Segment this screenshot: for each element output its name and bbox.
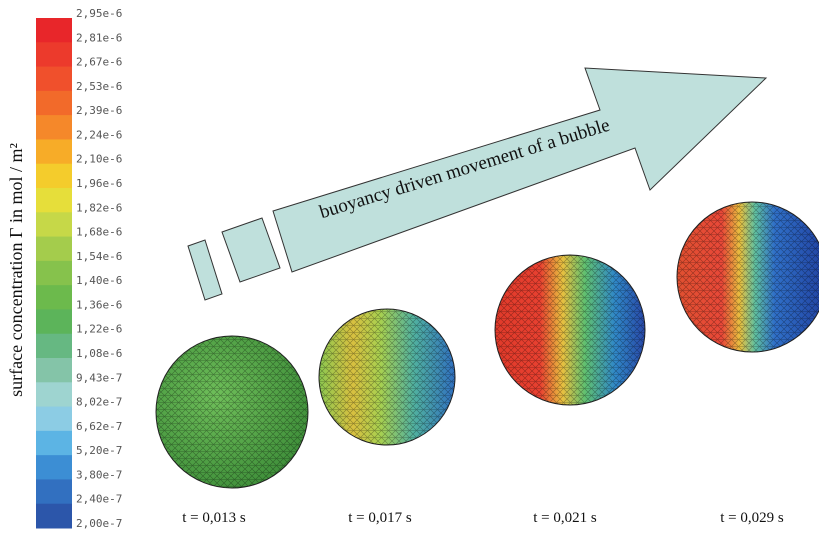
- colorbar-band: [36, 479, 72, 504]
- colorbar-label: 5,20e-7: [76, 444, 122, 457]
- colorbar-label: 1,36e-6: [76, 298, 122, 311]
- colorbar-band: [36, 67, 72, 92]
- colorbar-band: [36, 334, 72, 359]
- colorbar-band: [36, 237, 72, 262]
- colorbar-label: 2,95e-6: [76, 7, 122, 20]
- colorbar-label: 2,81e-6: [76, 31, 122, 44]
- arrow-tail: [222, 218, 280, 282]
- colorbar-label: 2,53e-6: [76, 80, 122, 93]
- time-label: t = 0,013 s: [182, 510, 246, 526]
- bubble: [319, 309, 455, 445]
- time-label: t = 0,017 s: [348, 510, 412, 526]
- colorbar-label: 2,40e-7: [76, 493, 122, 506]
- colorbar-label: 1,96e-6: [76, 177, 122, 190]
- colorbar-band: [36, 139, 72, 164]
- colorbar-band: [36, 212, 72, 237]
- colorbar-band: [36, 285, 72, 310]
- colorbar-label: 2,67e-6: [76, 56, 122, 69]
- colorbar-label: 1,82e-6: [76, 201, 122, 214]
- colorbar-band: [36, 455, 72, 480]
- colorbar-label: 2,00e-7: [76, 517, 122, 530]
- colorbar-band: [36, 18, 72, 43]
- time-label: t = 0,021 s: [533, 510, 597, 526]
- colorbar-band: [36, 358, 72, 383]
- colorbar-band: [36, 309, 72, 334]
- colorbar-label: 8,02e-7: [76, 396, 122, 409]
- colorbar-band: [36, 431, 72, 456]
- bubble: [495, 255, 645, 405]
- colorbar-band: [36, 91, 72, 116]
- colorbar-band: [36, 382, 72, 407]
- colorbar-label: 1,08e-6: [76, 347, 122, 360]
- colorbar-band: [36, 261, 72, 286]
- colorbar-band: [36, 407, 72, 432]
- colorbar-band: [36, 188, 72, 213]
- colorbar-label: 2,24e-6: [76, 128, 122, 141]
- colorbar-band: [36, 504, 72, 529]
- colorbar-label: 1,54e-6: [76, 250, 122, 263]
- colorbar-band: [36, 164, 72, 189]
- colorbar-label: 1,68e-6: [76, 226, 122, 239]
- colorbar-label: 6,62e-7: [76, 420, 122, 433]
- colorbar-title: surface concentration Γ in mol / m²: [6, 143, 26, 397]
- colorbar-label: 2,39e-6: [76, 104, 122, 117]
- arrow-tail: [188, 240, 222, 300]
- colorbar: 2,95e-6 2,81e-6 2,67e-6 2,53e-6 2,39e-6 2,24e…: [36, 7, 122, 530]
- colorbar-label: 2,10e-6: [76, 153, 122, 166]
- colorbar-label: 1,40e-6: [76, 274, 122, 287]
- time-label: t = 0,029 s: [720, 510, 784, 526]
- bubble: [677, 202, 819, 352]
- colorbar-band: [36, 42, 72, 67]
- colorbar-label: 3,80e-7: [76, 468, 122, 481]
- figure: 2,95e-6 2,81e-6 2,67e-6 2,53e-6 2,39e-6 2,24e…: [0, 0, 819, 535]
- colorbar-label: 9,43e-7: [76, 371, 122, 384]
- bubble: [156, 336, 308, 488]
- colorbar-label: 1,22e-6: [76, 323, 122, 336]
- colorbar-band: [36, 115, 72, 140]
